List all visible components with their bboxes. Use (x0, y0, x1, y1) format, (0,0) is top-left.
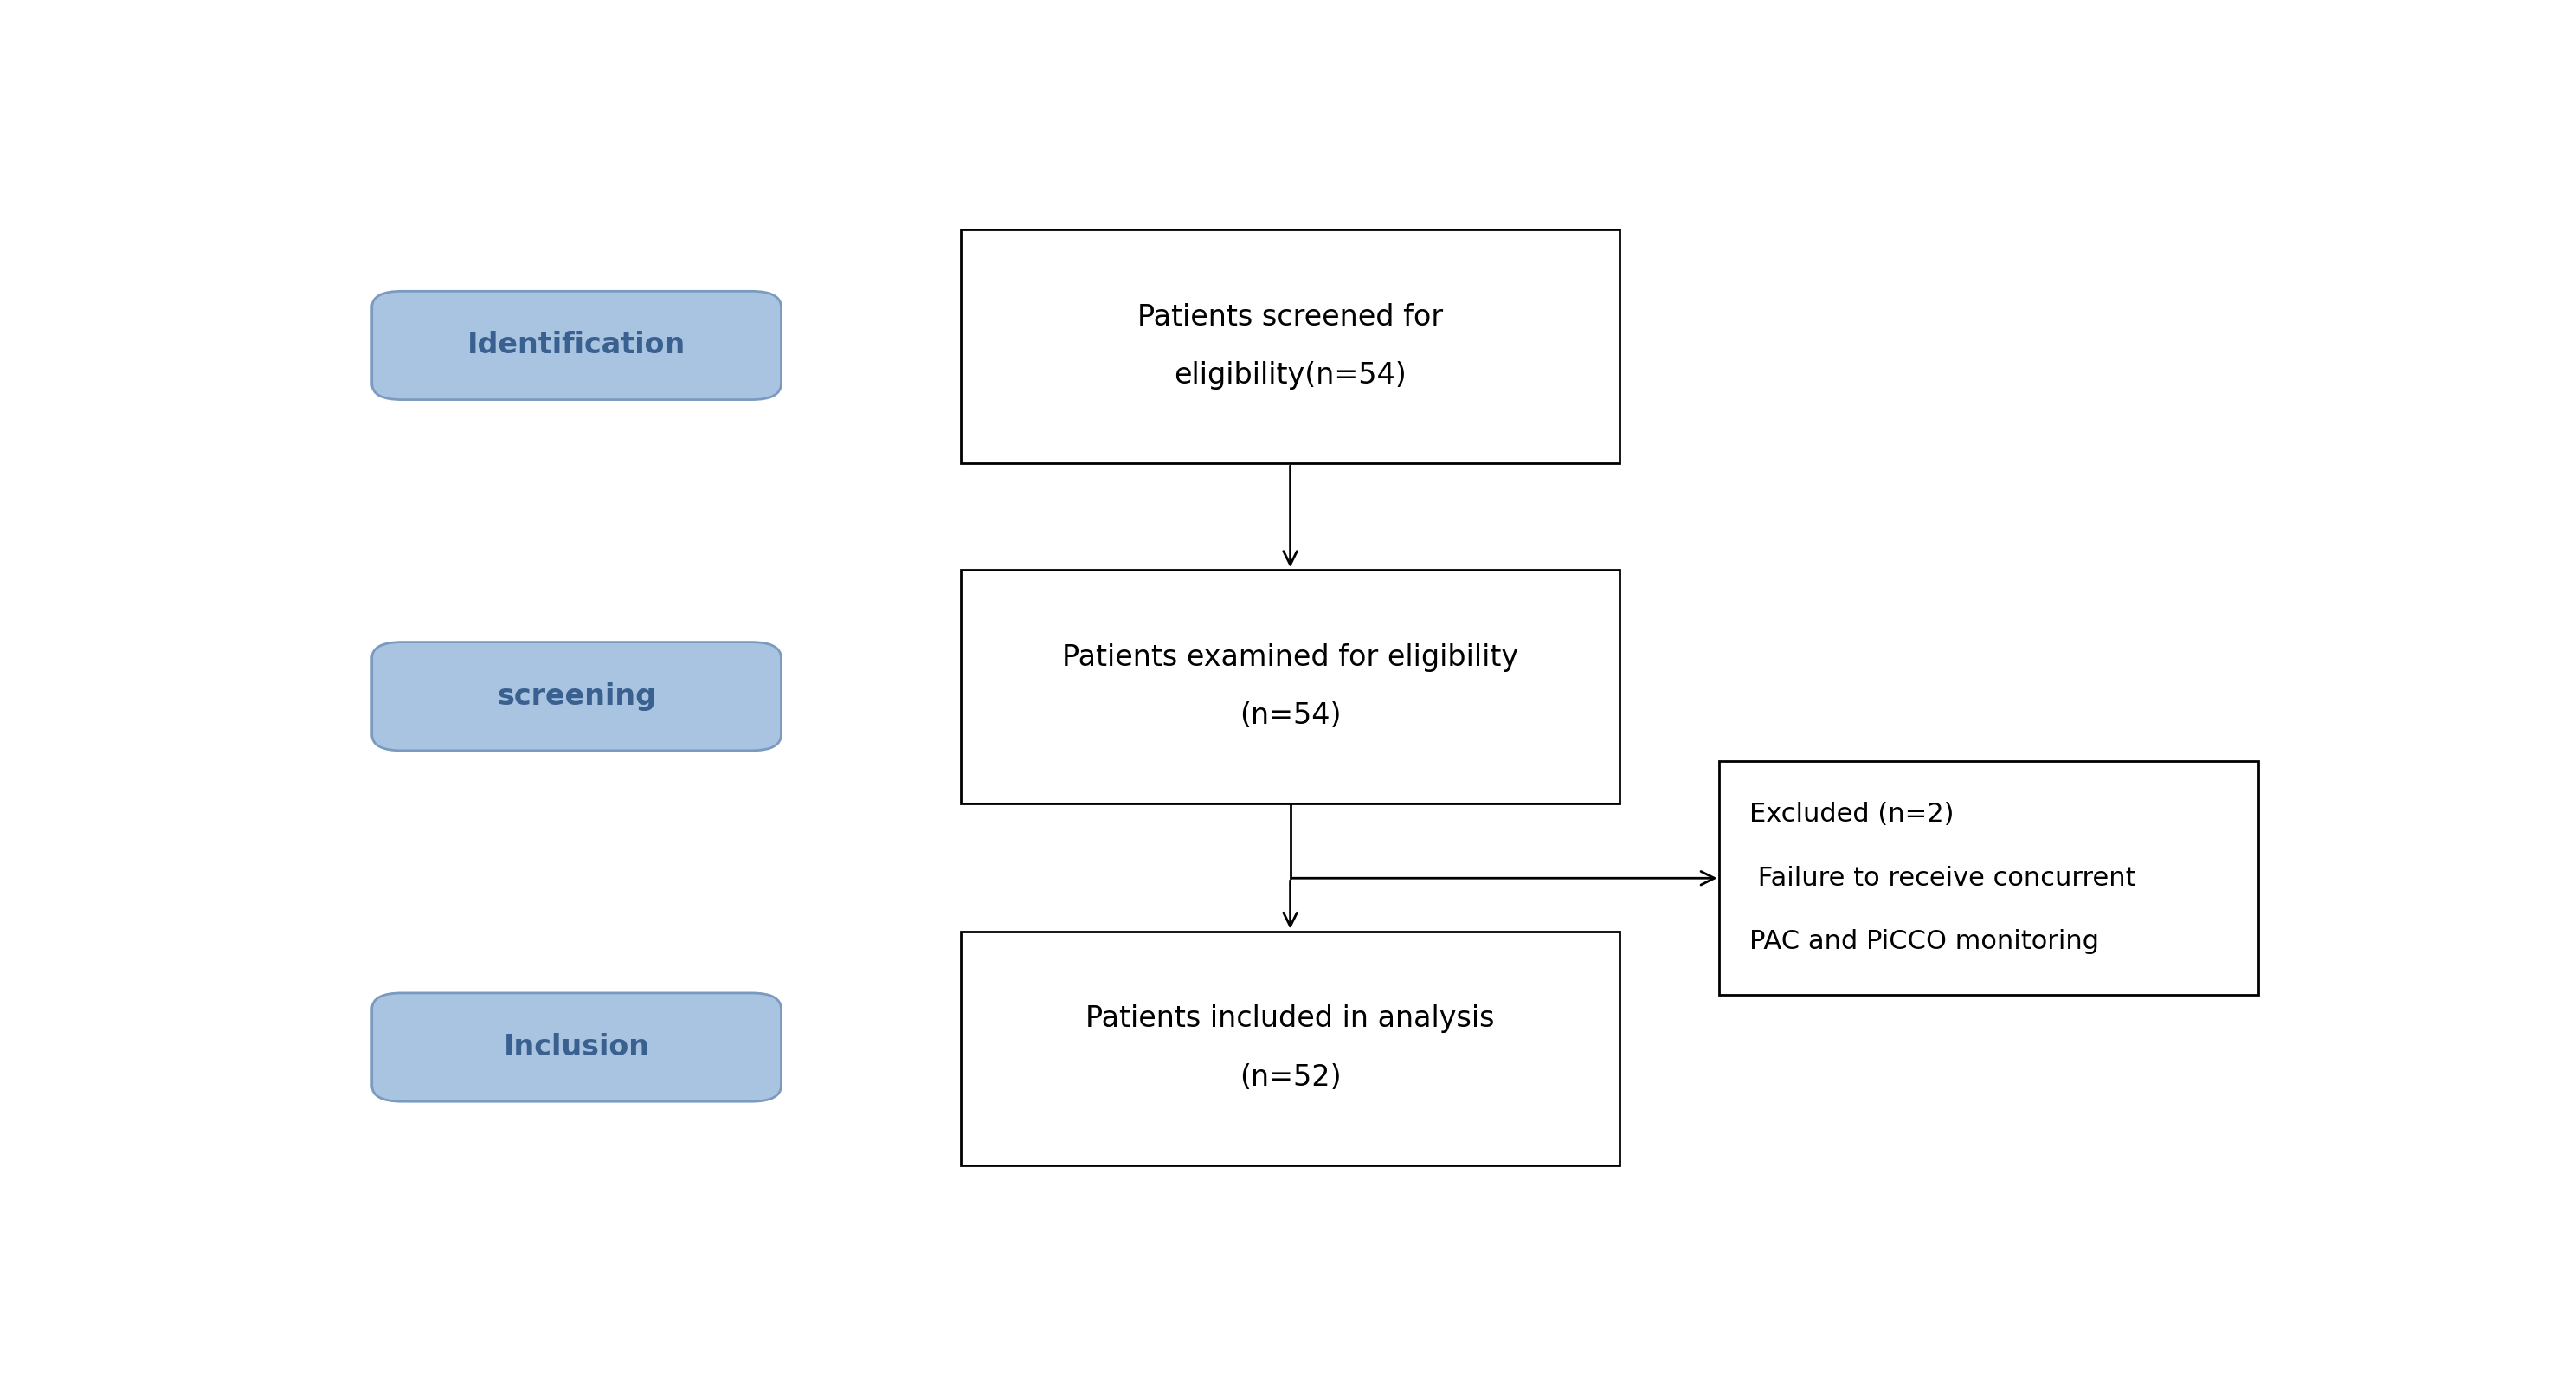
FancyBboxPatch shape (961, 931, 1620, 1166)
Text: Failure to receive concurrent: Failure to receive concurrent (1749, 866, 2136, 891)
Text: (n=52): (n=52) (1239, 1063, 1342, 1092)
Text: Excluded (n=2): Excluded (n=2) (1749, 802, 1955, 827)
Text: Inclusion: Inclusion (502, 1033, 649, 1062)
Text: eligibility(n=54): eligibility(n=54) (1175, 362, 1406, 389)
Text: PAC and PiCCO monitoring: PAC and PiCCO monitoring (1749, 929, 2099, 954)
Text: screening: screening (497, 682, 657, 711)
FancyBboxPatch shape (961, 229, 1620, 464)
FancyBboxPatch shape (371, 291, 781, 399)
FancyBboxPatch shape (961, 570, 1620, 804)
Text: Identification: Identification (466, 331, 685, 359)
FancyBboxPatch shape (1721, 761, 2259, 996)
Text: (n=54): (n=54) (1239, 702, 1342, 731)
Text: Patients screened for: Patients screened for (1139, 302, 1443, 331)
FancyBboxPatch shape (371, 642, 781, 751)
Text: Patients examined for eligibility: Patients examined for eligibility (1061, 644, 1517, 671)
Text: Patients included in analysis: Patients included in analysis (1084, 1005, 1494, 1033)
FancyBboxPatch shape (371, 993, 781, 1102)
